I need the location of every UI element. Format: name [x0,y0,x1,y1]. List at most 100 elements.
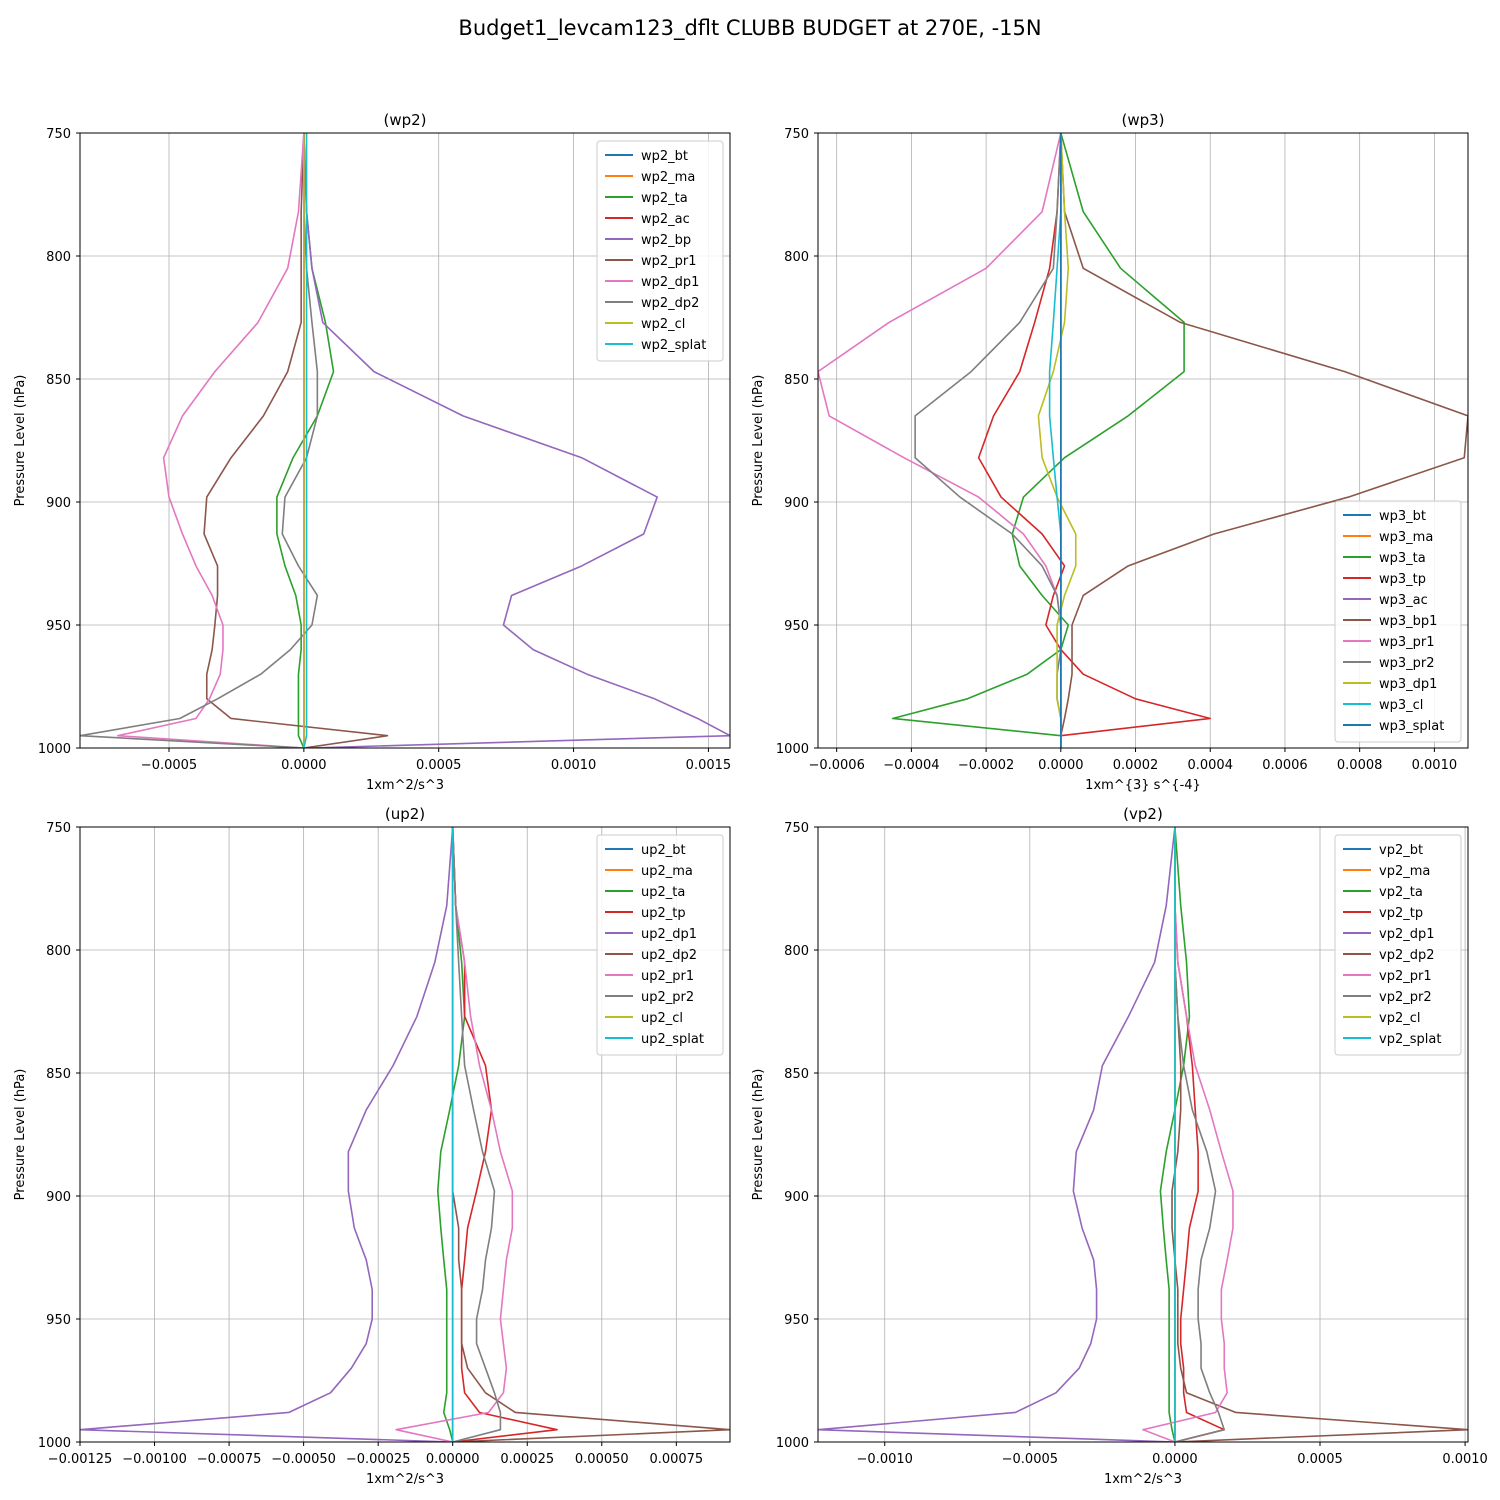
legend-label: vp2_splat [1379,1032,1441,1047]
y-tick-label: 950 [784,619,809,634]
y-tick-label: 900 [784,496,809,511]
legend-label: up2_bt [641,843,686,858]
y-tick-label: 850 [46,373,71,388]
x-tick-label: 0.0010 [551,758,597,773]
axes-title: (wp2) [383,111,426,129]
y-tick-label: 750 [46,127,71,142]
plot-frame [79,132,731,749]
legend-label: vp2_pr2 [1379,990,1432,1005]
x-tick-label: 0.0008 [1337,758,1383,773]
x-tick-label: −0.00025 [346,1452,411,1467]
legend-label: wp2_ac [641,212,690,227]
y-tick-label: 850 [784,373,809,388]
legend-label: vp2_cl [1379,1011,1420,1026]
series-line-wp2_ta [276,133,335,748]
legend-label: vp2_pr1 [1379,969,1432,984]
x-tick-label: 0.0015 [686,758,732,773]
series-line-wp3_pr1 [818,133,1062,748]
x-tick-label: −0.0006 [808,758,864,773]
legend-label: wp3_bp1 [1379,614,1437,629]
y-tick-label: 900 [784,1190,809,1205]
series-line-wp2_dp2 [80,133,319,748]
series-line-vp2_pr2 [1174,827,1226,1442]
legend-label: up2_tp [641,906,686,921]
x-tick-label: 0.00050 [575,1452,629,1467]
y-tick-label: 850 [46,1067,71,1082]
y-tick-label: 900 [46,1190,71,1205]
x-tick-label: −0.0005 [1002,1452,1058,1467]
legend-box [1334,500,1462,743]
y-axis-label: Pressure Level (hPa) [13,375,28,507]
y-tick-label: 800 [784,250,809,265]
legend-label: up2_ma [641,864,693,879]
y-tick-label: 750 [784,821,809,836]
y-tick-label: 800 [784,944,809,959]
series-line-wp2_splat [303,133,308,748]
x-tick-label: 0.0000 [1152,1452,1198,1467]
y-axis-label: Pressure Level (hPa) [751,1069,766,1201]
y-axis-label: Pressure Level (hPa) [13,1069,28,1201]
series-line-wp3_ta [891,133,1185,748]
x-axis-label: 1xm^2/s^3 [1104,1472,1182,1487]
x-tick-label: 0.00000 [426,1452,480,1467]
x-tick-label: −0.00100 [122,1452,187,1467]
y-tick-label: 1000 [776,1436,809,1451]
series-line-up2_tp [451,827,558,1442]
y-tick-label: 750 [46,821,71,836]
series-line-up2_pr1 [395,827,514,1442]
legend-label: wp2_bt [641,149,688,164]
x-tick-label: 0.0005 [1297,1452,1343,1467]
plot-frame [817,826,1469,1443]
y-tick-label: 850 [784,1067,809,1082]
figure-title: Budget1_levcam123_dflt CLUBB BUDGET at 2… [458,16,1042,40]
legend-label: vp2_dp1 [1379,927,1435,942]
legend-label: wp2_cl [641,317,685,332]
plot-frame [817,132,1469,749]
legend-label: wp2_ma [641,170,695,185]
y-tick-label: 950 [784,1313,809,1328]
legend-label: up2_dp2 [641,948,697,963]
axes-title: (up2) [385,805,425,823]
x-tick-label: −0.00075 [197,1452,262,1467]
x-tick-label: 0.0000 [1038,758,1084,773]
legend-label: vp2_ta [1379,885,1423,900]
x-axis-label: 1xm^{3} s^{-4} [1085,778,1201,793]
legend-label: vp2_bt [1379,843,1423,858]
series-line-wp3_tp [977,133,1212,748]
y-tick-label: 950 [46,1313,71,1328]
series-line-vp2_dp1 [818,827,1176,1442]
legend-label: wp3_cl [1379,698,1423,713]
chart-panel-2: −0.0006 −0.0004 −0.0002 0.0000 0.0002 0.0004 0… [751,111,1469,793]
x-tick-label: 0.0005 [416,758,462,773]
legend-label: up2_pr1 [641,969,694,984]
x-tick-label: 0.0010 [1442,1452,1488,1467]
legend: wp2_bt wp2_ma wp2_ta wp2_ac wp2_bp wp2_pr1 wp2… [596,140,724,362]
series-line-wp2_dp1 [116,133,305,748]
y-tick-label: 950 [46,619,71,634]
legend-label: up2_dp1 [641,927,697,942]
y-tick-label: 800 [46,944,71,959]
axes-title: (vp2) [1123,805,1163,823]
legend-label: up2_pr2 [641,990,694,1005]
x-tick-label: 0.0006 [1262,758,1308,773]
x-tick-label: −0.0004 [883,758,939,773]
legend-label: vp2_dp2 [1379,948,1435,963]
x-tick-label: 0.0004 [1187,758,1233,773]
series-line-wp3_bp1 [1060,133,1468,748]
legend-label: up2_cl [641,1011,683,1026]
legend-label: wp3_tp [1379,572,1426,587]
x-tick-label: 0.00025 [500,1452,554,1467]
x-tick-label: −0.0005 [141,758,197,773]
y-axis-label: Pressure Level (hPa) [751,375,766,507]
series-line-wp3_pr2 [914,133,1062,748]
y-tick-label: 800 [46,250,71,265]
legend-label: wp3_dp1 [1379,677,1437,692]
legend-label: up2_ta [641,885,685,900]
x-tick-label: −0.00050 [271,1452,336,1467]
legend: vp2_bt vp2_ma vp2_ta vp2_tp vp2_dp1 vp2_dp2vp… [1334,834,1462,1056]
legend-label: wp2_bp [641,233,691,248]
y-tick-label: 1000 [776,742,809,757]
y-tick-label: 1000 [38,742,71,757]
legend-label: wp2_dp1 [641,275,699,290]
